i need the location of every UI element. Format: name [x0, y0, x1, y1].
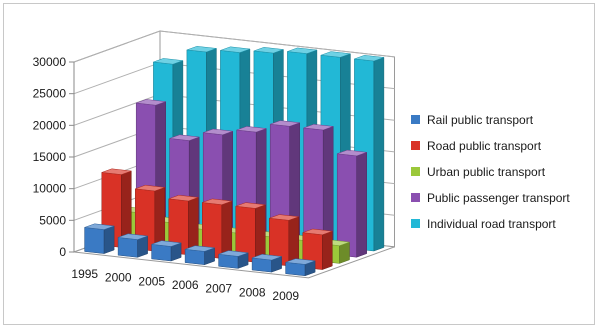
bar-side-face [103, 225, 115, 254]
y-axis-ticks: 0 5000 10000 15000 20000 25000 30000 [33, 55, 75, 259]
bar-top-face [84, 223, 115, 230]
bar-top-face [136, 99, 166, 106]
bar-top-face [235, 202, 266, 209]
bar-top-face [270, 120, 300, 127]
bar-top-face [168, 194, 199, 202]
bar-top-face [153, 58, 183, 65]
bar-top-face [220, 46, 250, 53]
legend-swatch [411, 141, 420, 150]
bar-top-face [185, 245, 215, 252]
bar-top-face [269, 214, 299, 221]
bar-top-face [253, 47, 284, 54]
x-axis-ticks: 1995 2000 2005 2006 2007 2008 2009 [71, 267, 299, 303]
bar-top-face [236, 126, 267, 133]
legend-label: Public passenger transport [427, 191, 570, 205]
bar [235, 202, 266, 263]
bar-side-face [221, 200, 233, 259]
bar-front-face [218, 253, 239, 269]
bar [336, 149, 367, 258]
y-tick-label: 20000 [33, 118, 67, 132]
bar-top-face [354, 55, 384, 62]
legend-swatch [411, 193, 420, 202]
bar-top-face [303, 124, 334, 131]
bar-top-face [202, 198, 232, 205]
bar-top-face [320, 51, 351, 58]
bar [184, 245, 215, 266]
bar [285, 258, 316, 277]
chart-frame: 0 5000 10000 15000 20000 25000 30000 1995 2000 2… [3, 3, 595, 325]
legend-label: Individual road transport [427, 217, 556, 231]
bar-front-face [151, 244, 172, 262]
bar-top-face [151, 240, 182, 247]
bar-top-face [287, 47, 317, 54]
bar-top-face [302, 228, 333, 236]
x-tick-label: 1995 [71, 267, 98, 281]
bar-top-face [285, 258, 316, 265]
y-tick-label: 25000 [33, 87, 67, 101]
legend: Rail public transport Road public transpo… [411, 113, 570, 231]
y-tick-label: 30000 [33, 55, 67, 69]
bar-top-face [203, 128, 233, 136]
bar-front-face [117, 237, 138, 258]
bar [117, 233, 148, 258]
x-tick-label: 2008 [239, 285, 266, 299]
x-tick-label: 2007 [205, 282, 232, 296]
bar-top-face [118, 233, 148, 240]
bar [151, 240, 182, 262]
bar [218, 250, 249, 269]
bar-top-face [252, 254, 282, 261]
legend-swatch [411, 115, 420, 124]
bar-front-face [184, 249, 205, 265]
bar-top-face [101, 168, 132, 175]
y-tick-label: 0 [59, 245, 66, 259]
y-tick-label: 10000 [33, 182, 67, 196]
bar-top-face [186, 46, 217, 53]
x-tick-label: 2005 [138, 274, 165, 288]
legend-item: Rail public transport [411, 113, 534, 127]
legend-item: Individual road transport [411, 217, 556, 231]
legend-item: Public passenger transport [411, 191, 570, 205]
bar-side-face [356, 151, 367, 258]
bar [168, 194, 199, 256]
x-tick-label: 2009 [272, 289, 299, 303]
bar-side-face [255, 204, 266, 263]
legend-item: Urban public transport [411, 165, 546, 179]
bar [251, 254, 282, 273]
chart-bars [84, 46, 385, 277]
bar-front-face [251, 257, 272, 273]
bar-side-face [373, 57, 385, 252]
bar [202, 198, 233, 259]
legend-swatch [411, 219, 420, 228]
bar [303, 124, 334, 254]
bar-front-face [84, 227, 105, 254]
legend-label: Urban public transport [427, 165, 546, 179]
y-tick-label: 15000 [33, 150, 67, 164]
bar-top-face [337, 149, 367, 157]
bar-top-face [218, 250, 249, 257]
chart-svg: 0 5000 10000 15000 20000 25000 30000 1995 2000 2… [33, 30, 570, 303]
bar-top-face [169, 134, 200, 141]
y-tick-label: 5000 [39, 213, 66, 227]
gridline [73, 30, 395, 63]
bar-side-face [288, 216, 300, 267]
legend-label: Rail public transport [427, 113, 534, 127]
legend-label: Road public transport [427, 139, 542, 153]
bar [84, 223, 115, 254]
bar-side-face [322, 230, 333, 270]
x-tick-label: 2006 [172, 278, 199, 292]
bar-top-face [135, 184, 165, 192]
x-tick-label: 2000 [105, 271, 132, 285]
legend-item: Road public transport [411, 139, 542, 153]
legend-swatch [411, 167, 420, 176]
